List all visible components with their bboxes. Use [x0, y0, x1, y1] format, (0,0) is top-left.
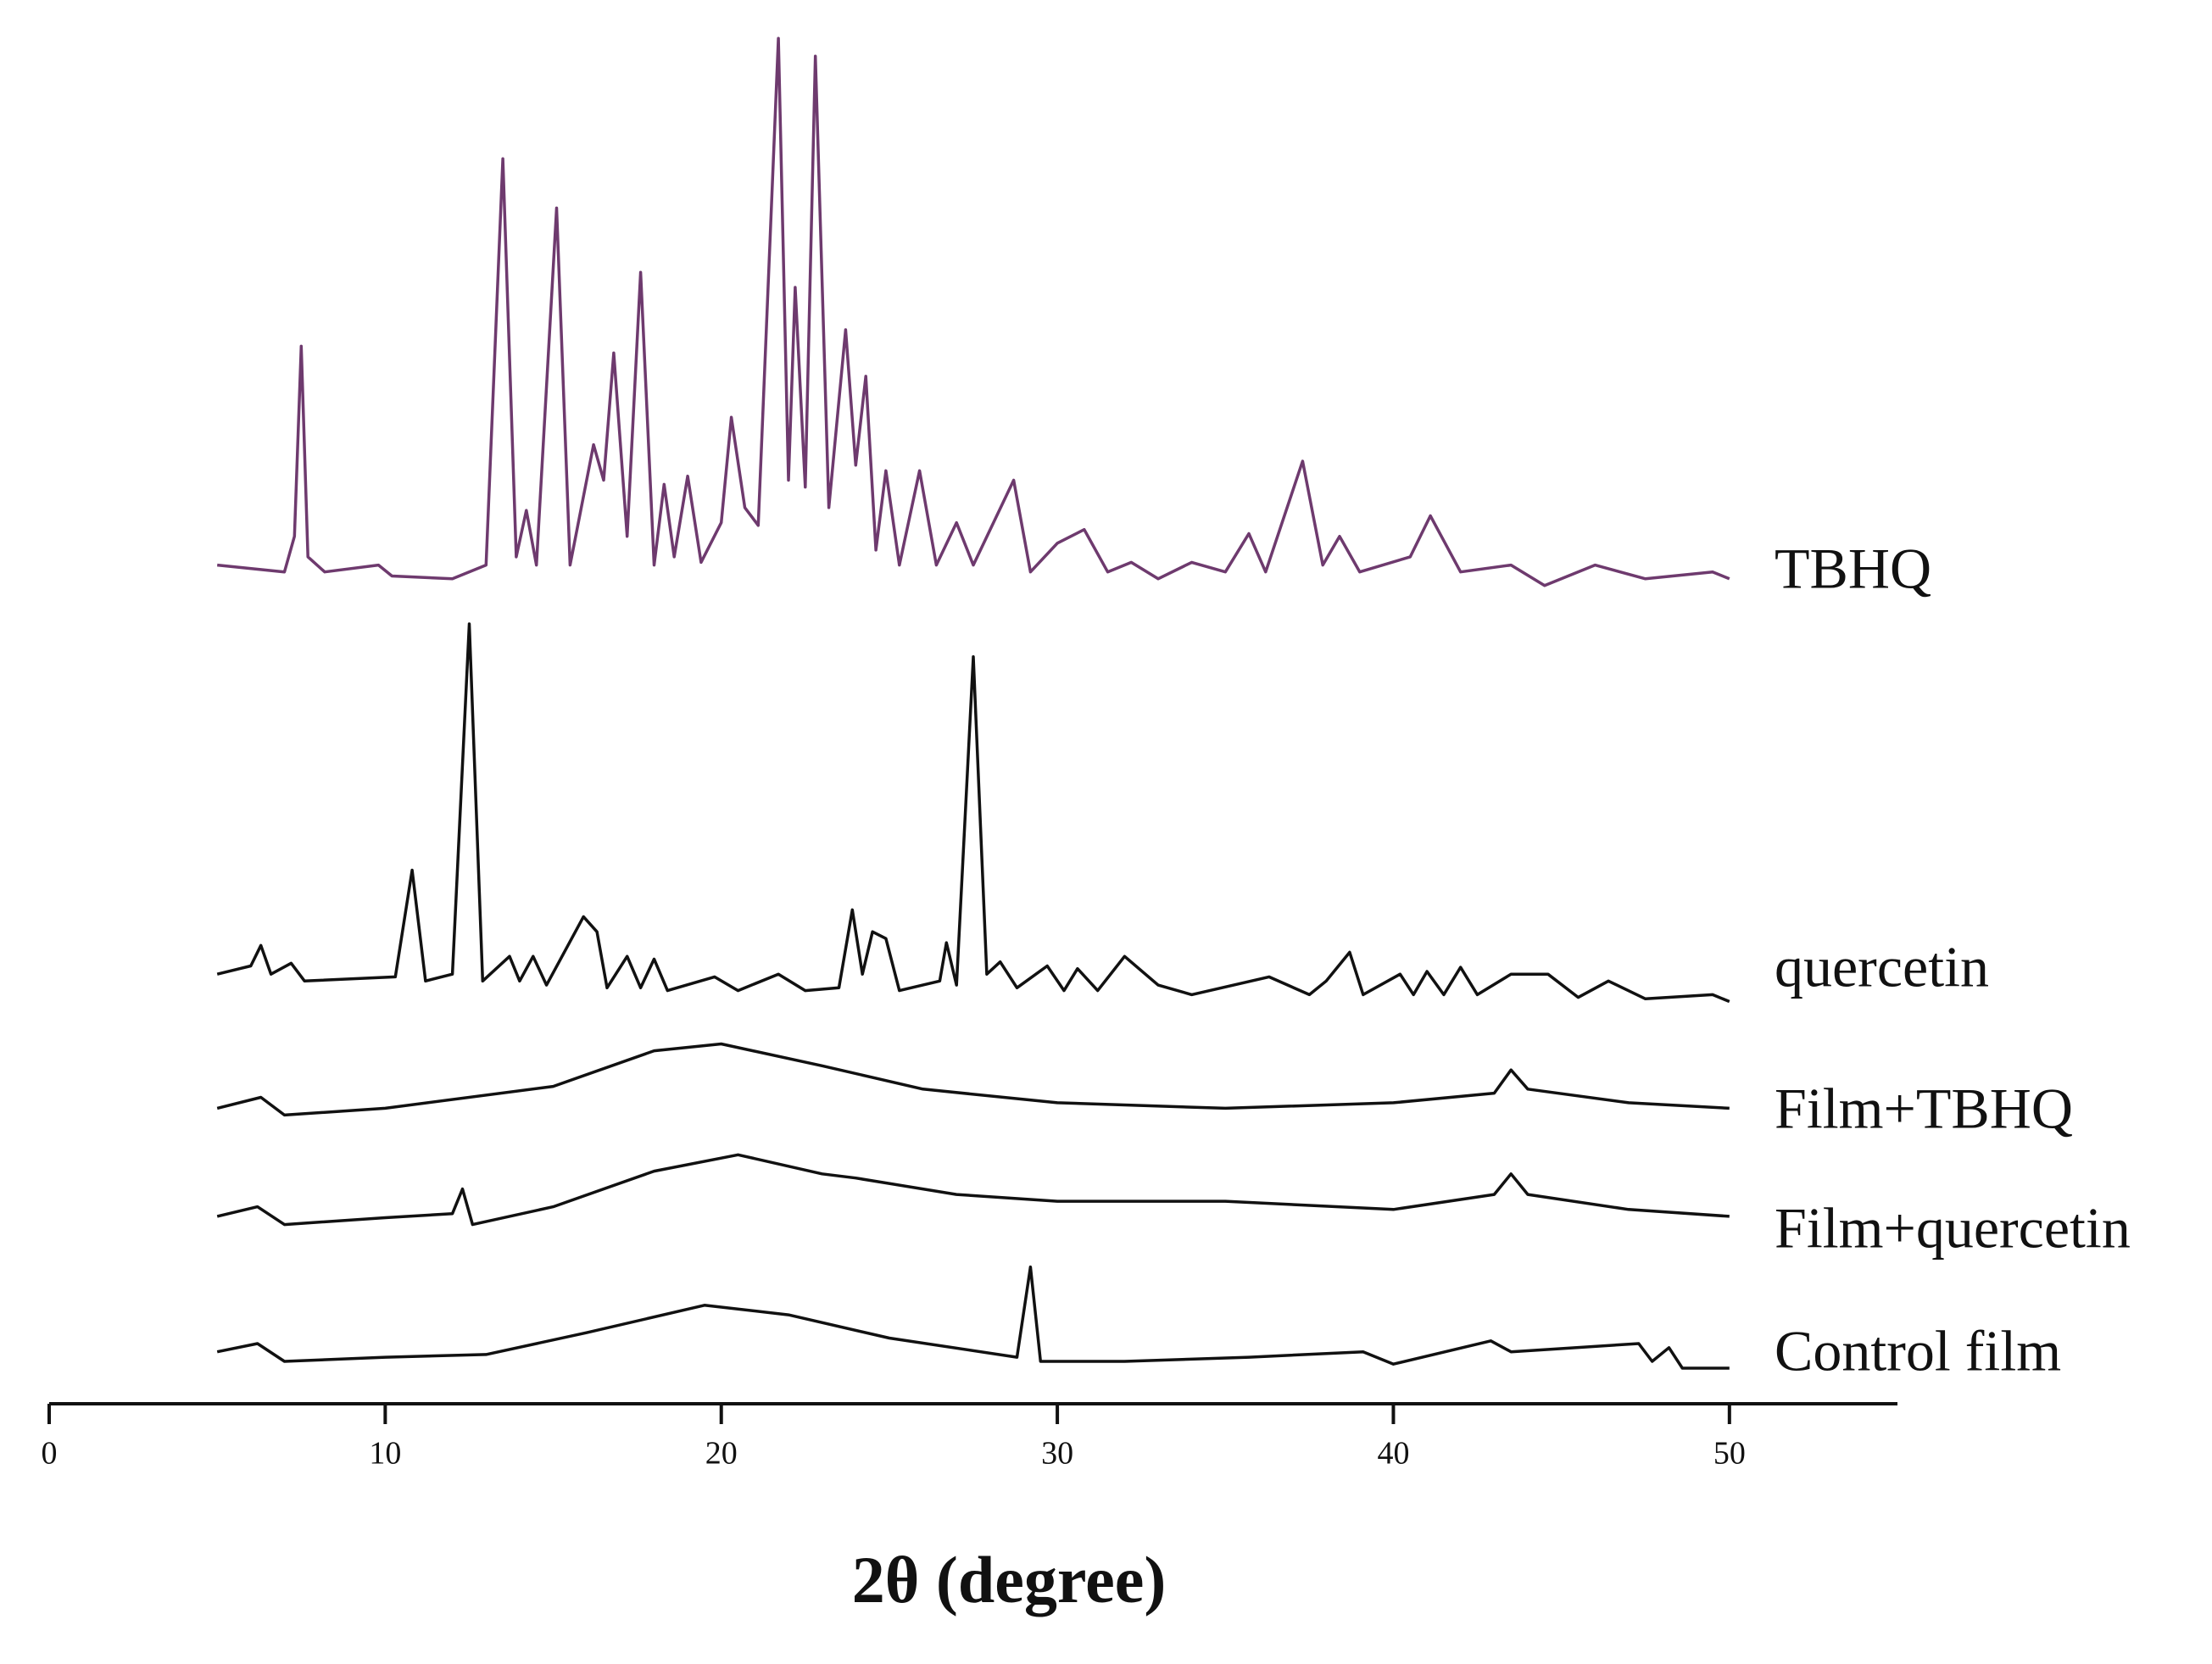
series-label: Control film	[1775, 1319, 2061, 1383]
series-label: TBHQ	[1775, 537, 1931, 601]
x-tick-label: 20	[705, 1436, 738, 1472]
x-tick-label: 40	[1377, 1436, 1409, 1472]
x-tick-label: 30	[1041, 1436, 1073, 1472]
xrd-trace	[216, 1153, 1730, 1227]
xrd-trace	[217, 36, 1730, 587]
xrd-trace	[216, 1265, 1730, 1370]
series-label: Film+TBHQ	[1775, 1077, 2073, 1141]
x-tick-label: 0	[42, 1436, 58, 1472]
xrd-trace	[216, 1042, 1730, 1117]
series-label: quercetin	[1775, 935, 1989, 999]
xrd-trace	[216, 622, 1730, 1004]
x-tick-label: 10	[369, 1436, 401, 1472]
x-axis-title: 2θ (degree)	[852, 1543, 1167, 1617]
x-tick-label: 50	[1713, 1436, 1746, 1472]
series-label: Film+quercetin	[1775, 1196, 2131, 1261]
